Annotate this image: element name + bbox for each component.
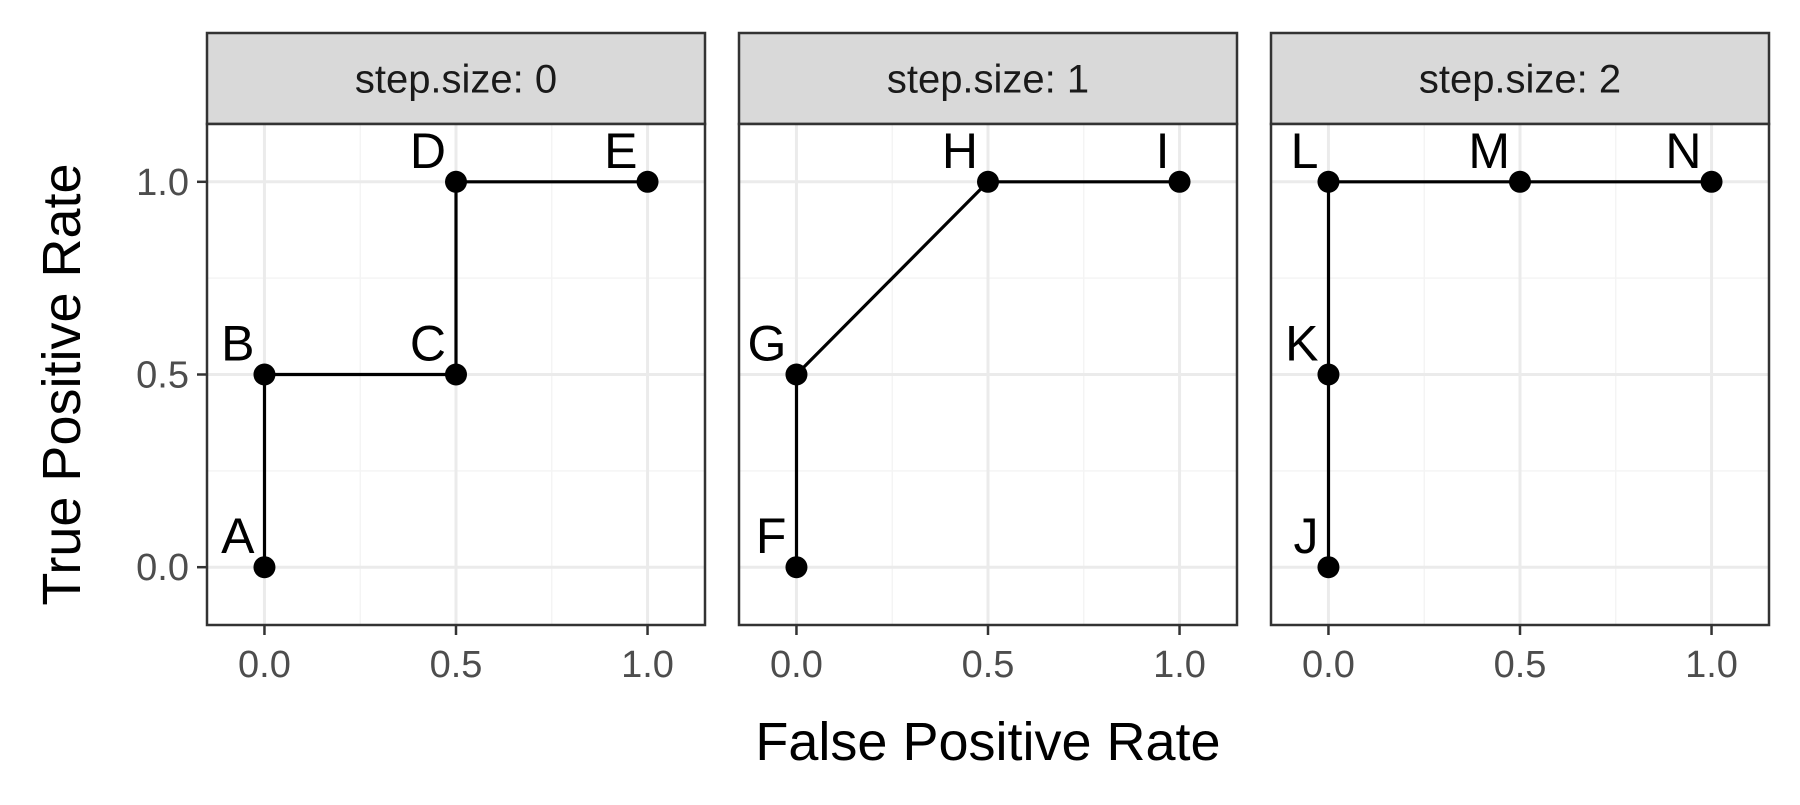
facet-strip [1269,31,1771,126]
data-point-label: F [756,508,787,564]
data-point-label: D [410,123,446,179]
facet-strip-label: step.size: 1 [887,58,1089,102]
data-point [1700,170,1723,193]
data-point [1168,170,1191,193]
x-tick-label: 0.5 [430,644,483,686]
facet-strip [737,31,1239,126]
y-tick-label: 1.0 [136,162,189,204]
data-point [785,363,808,386]
data-point-label: E [604,123,637,179]
facet-panel: step.size: 0 A B C D E 0.0 0.5 1.0 [205,31,707,686]
data-point-label: C [410,316,446,372]
data-point-label: A [221,508,255,564]
data-point-label: G [748,316,787,372]
x-tick-label: 1.0 [1153,644,1206,686]
x-axis-title: False Positive Rate [755,712,1220,772]
data-point [1509,170,1531,193]
data-point-label: K [1285,316,1318,372]
data-point [253,556,276,579]
facet-panel: step.size: 1 F G H I 0.0 0.5 1.0 [737,31,1239,686]
x-tick-label: 0.0 [770,644,823,686]
facet-strip [205,31,707,126]
x-tick-label: 0.5 [1494,644,1547,686]
facet-panel: step.size: 2 J K L M N 0.0 0.5 1.0 [1269,31,1771,686]
x-tick-label: 0.0 [1302,644,1355,686]
data-point [445,170,467,193]
data-point-label: J [1293,508,1318,564]
data-point [1317,363,1340,386]
data-point [445,363,467,386]
facet-strip-label: step.size: 2 [1419,58,1621,102]
series-line [794,180,1180,568]
data-point-label: M [1468,123,1510,179]
y-tick-label: 0.0 [136,547,189,589]
data-point-label: L [1291,123,1319,179]
data-point [785,556,808,579]
x-tick-label: 1.0 [621,644,674,686]
data-point [1317,556,1340,579]
data-point-label: I [1156,123,1170,179]
x-tick-label: 0.0 [238,644,291,686]
data-point-label: B [221,316,254,372]
y-tick-label: 0.5 [136,355,189,397]
data-point [977,170,999,193]
data-point-label: N [1665,123,1701,179]
x-tick-label: 1.0 [1685,644,1738,686]
x-tick-label: 0.5 [962,644,1015,686]
data-point [636,170,659,193]
y-axis-title: True Positive Rate [32,163,92,605]
data-point [253,363,276,386]
data-point-label: H [942,123,978,179]
facet-strip-label: step.size: 0 [355,58,557,102]
data-point [1317,170,1340,193]
